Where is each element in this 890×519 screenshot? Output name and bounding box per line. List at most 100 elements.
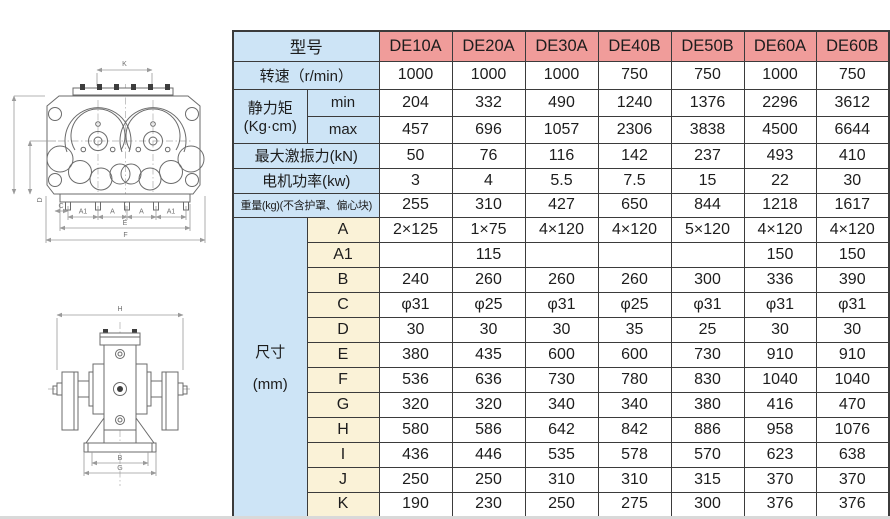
value-cell: 958: [743, 416, 817, 443]
value-cell: 586: [451, 416, 526, 443]
table-row: 转速（r/min） 1000 1000 1000 750 750 1000 750: [232, 60, 890, 90]
value-cell: 4: [451, 167, 526, 194]
dim-letter-cell: C: [306, 291, 380, 318]
dim-label-b: B: [118, 455, 123, 462]
front-view-drawing: H B G: [48, 306, 192, 486]
value-cell: 150: [815, 241, 890, 268]
table-row: B 240 260 260 260 300 336 390: [233, 266, 890, 293]
value-cell: 910: [743, 341, 817, 368]
dim-letter-cell: E: [306, 341, 380, 368]
row-label-cell: 最大激振力(kN): [232, 142, 380, 169]
value-cell: 493: [743, 142, 817, 169]
value-cell: 390: [815, 266, 890, 293]
weight-circle: [46, 145, 74, 173]
sub-label-cell: max: [306, 115, 380, 144]
value-cell: 427: [524, 192, 599, 218]
dim-letter-cell: I: [306, 441, 380, 468]
bolt-hole: [115, 349, 125, 359]
value-cell: 4×120: [597, 216, 672, 243]
bolt: [103, 329, 108, 333]
dim-label-k: K: [122, 61, 127, 68]
table-row: 最大激振力(kN) 50 76 116 142 237 493 410: [232, 142, 890, 169]
dim-label-a1-right: A1: [167, 209, 176, 216]
value-cell: 260: [524, 266, 599, 293]
value-cell: 638: [815, 441, 890, 468]
value-cell: 340: [597, 391, 672, 418]
model-cell: DE40B: [597, 30, 672, 62]
value-cell: [524, 241, 599, 268]
dim-letter-cell: G: [306, 391, 380, 418]
value-cell: 730: [524, 366, 599, 393]
value-cell: 370: [815, 466, 890, 493]
model-cell: DE60B: [815, 30, 890, 62]
value-cell: 830: [670, 366, 745, 393]
value-cell: 3: [378, 167, 453, 194]
mount-rail: [72, 87, 174, 96]
shaft-center: [113, 382, 127, 396]
weight-circle: [159, 160, 183, 184]
table-row: 静力矩 (Kg·cm) min 204 332 490 1240 1376 2296 3612: [232, 88, 890, 144]
weight-circle: [89, 167, 113, 191]
housing-outline: [46, 95, 201, 195]
table-row: I 436 446 535 578 570 623 638: [233, 441, 890, 468]
group-unit-line: (Kg·cm): [243, 118, 297, 135]
shroud-arc: [70, 108, 126, 151]
table-row: 尺寸 (mm) A 2×125 1×75 4×120 4×120 5×120 4×120 4×12…: [232, 216, 890, 518]
table-row: 重量(kg)(不含护罩、偏心块) 255 310 427 650 844 1218 1617: [232, 192, 890, 218]
value-cell: 4×120: [743, 216, 817, 243]
value-cell: 30: [378, 316, 453, 343]
value-cell: 642: [524, 416, 599, 443]
value-cell: 2×125: [378, 216, 453, 243]
value-cell: 260: [597, 266, 672, 293]
model-header-cell: 型号: [232, 30, 380, 62]
model-cell: DE20A: [451, 30, 526, 62]
gusset: [85, 416, 105, 444]
bolt-hole: [95, 121, 101, 127]
bolt-hole: [115, 415, 125, 425]
value-cell: φ31: [743, 291, 817, 318]
dim-letter-cell: F: [306, 366, 380, 393]
value-cell: 275: [597, 491, 672, 518]
table-row: E 380 435 600 600 730 910 910: [233, 341, 890, 368]
eccentric-weight: [161, 371, 179, 431]
value-cell: 780: [597, 366, 672, 393]
hub: [88, 131, 108, 151]
shaft: [150, 380, 163, 398]
dim-label-g: G: [117, 465, 122, 472]
spec-table-wrap: 型号 DE10A DE20A DE30A DE40B DE50B DE60A DE60B 转速（…: [232, 30, 890, 518]
value-cell: 300: [670, 491, 745, 518]
value-cell: 730: [670, 341, 745, 368]
value-cell: φ31: [670, 291, 745, 318]
value-cell: [378, 241, 453, 268]
value-cell: 750: [815, 60, 890, 90]
base-rail: [59, 193, 191, 203]
bolt-hole: [80, 146, 87, 153]
spec-table: 型号 DE10A DE20A DE30A DE40B DE50B DE60A DE60B 转速（…: [232, 30, 890, 518]
value-cell: 370: [743, 466, 817, 493]
table-row: F 536 636 730 780 830 1040 1040: [233, 366, 890, 393]
corner-hole: [185, 107, 199, 121]
dim-letter-cell: H: [306, 416, 380, 443]
value-cell: 1076: [815, 416, 890, 443]
corner-hole: [48, 173, 62, 187]
model-cell: DE10A: [378, 30, 453, 62]
bolt-hole: [135, 146, 142, 153]
value-cell: 750: [670, 60, 745, 90]
value-cell: 1376: [670, 88, 745, 117]
bolt: [148, 84, 153, 90]
bolt-hole: [117, 351, 123, 357]
dim-letter-cell: A: [306, 216, 380, 243]
bolt-hole: [109, 146, 116, 153]
value-cell: 436: [378, 441, 453, 468]
bolt-hole: [117, 417, 123, 423]
bolt-hole: [164, 146, 171, 153]
value-cell: 446: [451, 441, 526, 468]
value-cell: 22: [743, 167, 817, 194]
bolt: [80, 84, 85, 90]
sub-label-cell: min: [306, 88, 380, 117]
value-cell: 4500: [743, 115, 817, 144]
row-label-cell: 电机功率(kw): [232, 167, 380, 194]
hub-bore: [148, 136, 158, 146]
